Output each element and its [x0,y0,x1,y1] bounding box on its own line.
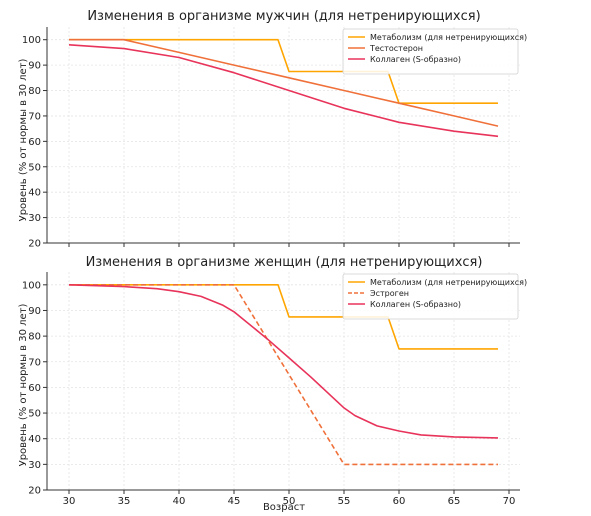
series-line-1 [69,38,499,127]
axes [46,272,520,491]
y-tick-label: 30 [28,460,41,471]
y-tick-label: 70 [28,111,41,122]
women-chart-panel: Изменения в организме женщин (для нетрен… [18,255,527,513]
x-tick-label: 30 [63,496,76,507]
series-line-0 [69,283,498,350]
series-line-1 [69,283,498,466]
x-tick-label: 45 [228,496,241,507]
legend-box [342,273,519,320]
y-tick-label: 80 [28,332,41,343]
legend-label: Коллаген (S-образно) [370,55,461,64]
y-tick-label: 80 [28,86,41,97]
y-tick-label: 20 [28,239,41,250]
legend-label: Метаболизм (для нетренирующихся) [370,33,527,42]
y-tick-label: 60 [28,383,41,394]
series-lines [68,283,499,466]
legend-label: Коллаген (S-образно) [370,300,461,309]
men-chart-panel: Изменения в организме мужчин (для нетрен… [18,9,527,250]
axes [46,27,520,244]
y-tick-label: 20 [28,486,41,497]
x-tick-label: 65 [448,496,461,507]
y-tick-label: 30 [28,213,41,224]
x-tick-label: 55 [338,496,351,507]
legend: Метаболизм (для нетренирующихся) Эстроген… [342,273,527,320]
legend-box [342,28,519,75]
y-tick-label: 50 [28,162,41,173]
legend: Метаболизм (для нетренирующихся) Тестосте… [342,28,527,75]
y-tick-label: 40 [28,188,41,199]
y-tick-label: 100 [22,35,41,46]
series-line-2 [68,44,499,138]
y-tick-label: 40 [28,434,41,445]
x-tick-label: 40 [173,496,186,507]
y-tick-label: 90 [28,306,41,317]
y-tick-label: 70 [28,357,41,368]
y-tick-label: 60 [28,137,41,148]
legend-label: Тестостерон [369,44,423,53]
y-tick-label: 50 [28,409,41,420]
chart-title: Изменения в организме женщин (для нетрен… [86,255,483,270]
x-tick-label: 60 [393,496,406,507]
legend-label: Эстроген [370,289,409,298]
x-axis-label: Возраст [263,502,305,513]
ticks: 20 30 40 50 60 70 80 90 100 30 35 40 45 50 55 60 65 70 [22,280,515,507]
series-line-2 [68,284,499,439]
y-axis-label: Уровень (% от нормы в 30 лет) [18,304,29,467]
x-tick-label: 50 [283,496,296,507]
x-tick-label: 35 [118,496,131,507]
ticks: 20 30 40 50 60 70 80 90 100 [22,35,510,250]
x-tick-label: 70 [503,496,516,507]
y-tick-label: 90 [28,61,41,72]
legend-label: Метаболизм (для нетренирующихся) [370,278,527,287]
y-tick-label: 100 [22,280,41,291]
y-axis-label: Уровень (% от нормы в 30 лет) [18,59,29,222]
series-lines [68,38,499,138]
chart-title: Изменения в организме мужчин (для нетрен… [87,9,480,24]
series-line-0 [69,38,498,104]
